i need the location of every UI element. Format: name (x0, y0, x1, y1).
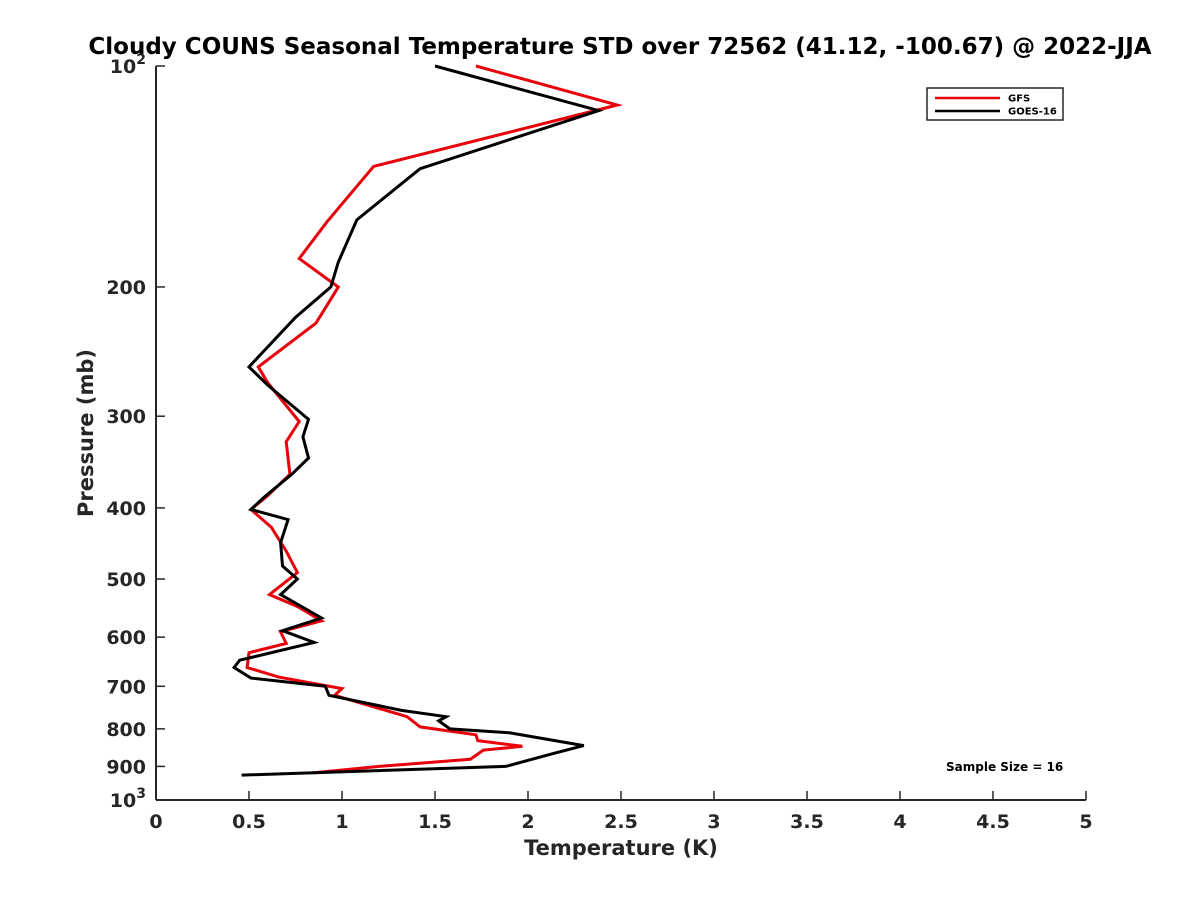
plot-lines-group (231, 64, 624, 777)
x-tick-label: 5 (1079, 811, 1092, 833)
x-tick-label: 0.5 (232, 811, 266, 833)
y-tick-label: 800 (106, 719, 146, 741)
y-tick-label: 900 (106, 756, 146, 778)
legend-box (926, 87, 1064, 121)
x-tick-label: 2.5 (604, 811, 638, 833)
y-tick-label: 300 (106, 406, 146, 428)
x-tick-label: 4 (893, 811, 906, 833)
y-axis-label: Pressure (mb) (74, 349, 98, 517)
y-tick-label: 102 (110, 52, 146, 78)
y-tick-label: 200 (106, 277, 146, 299)
y-tick-label: 103 (110, 786, 146, 812)
x-ticks-group: 0 0.5 1 1.5 2 2.5 3 3.5 4 4.5 5 (149, 791, 1093, 833)
legend-label-goes-16: GOES-16 (1008, 107, 1057, 118)
chart-title: Cloudy COUNS Seasonal Temperature STD ov… (88, 34, 1151, 60)
series-line-goes-16 (231, 64, 604, 777)
y-tick-label: 600 (106, 627, 146, 649)
x-axis-label: Temperature (K) (524, 836, 718, 860)
series-line-gfs (245, 64, 624, 775)
sample-size-annotation: Sample Size = 16 (946, 760, 1063, 774)
y-tick-label: 500 (106, 569, 146, 591)
legend: GFS GOES-16 (926, 87, 1064, 121)
y-tick-label: 400 (106, 498, 146, 520)
y-tick-label: 700 (106, 676, 146, 698)
y-ticks-group: 102 200 300 400 500 600 700 800 900 103 (106, 52, 165, 812)
x-tick-label: 4.5 (976, 811, 1010, 833)
legend-label-gfs: GFS (1008, 94, 1030, 105)
x-tick-label: 3 (707, 811, 720, 833)
x-tick-label: 0 (149, 811, 162, 833)
x-tick-label: 1 (335, 811, 348, 833)
x-tick-label: 2 (521, 811, 534, 833)
x-tick-label: 3.5 (790, 811, 824, 833)
x-tick-label: 1.5 (418, 811, 452, 833)
